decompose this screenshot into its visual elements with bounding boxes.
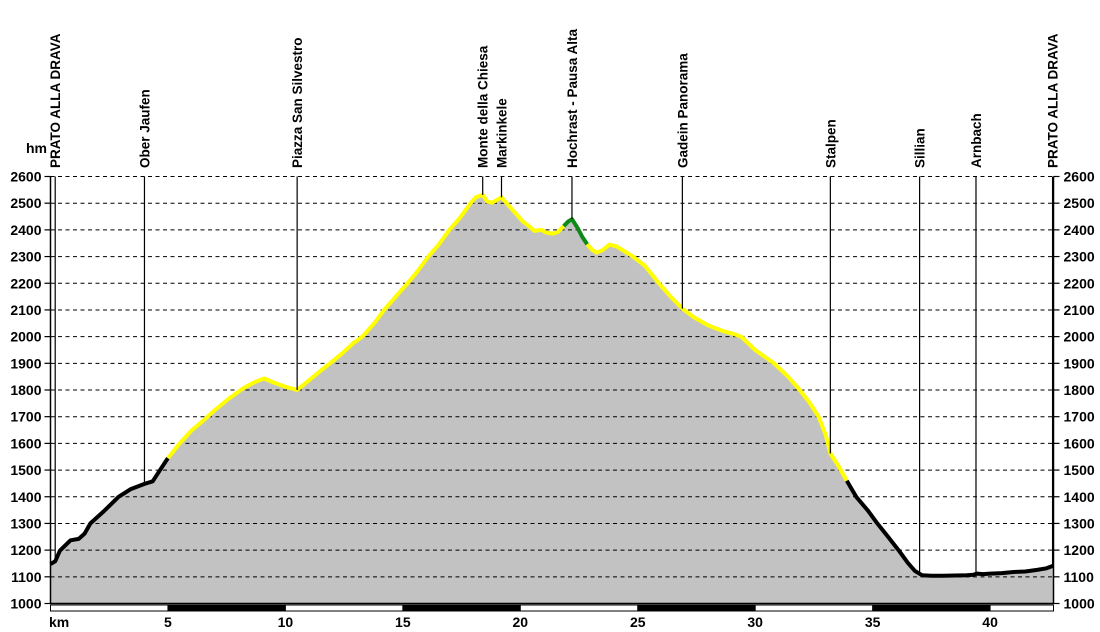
x-tick-label: 30	[747, 614, 763, 630]
trail-segment-black	[845, 479, 1055, 578]
trail-segment-yellow	[585, 242, 849, 482]
x-tick-label: 20	[513, 614, 529, 630]
waypoint-label: Monte della Chiesa	[476, 45, 491, 168]
y-tick-label-right: 1600	[1064, 435, 1095, 451]
y-tick-label-left: 1800	[10, 382, 41, 398]
x-axis-unit-label: km	[49, 614, 69, 630]
y-tick-label-left: 2200	[10, 275, 41, 291]
x-tick-label: 10	[278, 614, 294, 630]
y-tick-label-right: 1100	[1064, 569, 1095, 585]
y-tick-label-left: 1600	[10, 435, 41, 451]
x-tick-label: 40	[982, 614, 998, 630]
y-tick-label-left: 2000	[10, 329, 41, 345]
x-tick-label: 35	[865, 614, 881, 630]
waypoint-label: PRATO ALLA DRAVA	[1046, 33, 1061, 168]
y-tick-label-left: 1500	[10, 462, 41, 478]
waypoint-label: Piazza San Silvestro	[290, 37, 305, 168]
scalebar-segment-black	[402, 604, 521, 612]
y-tick-label-right: 2400	[1064, 222, 1095, 238]
scalebar-segment-black	[167, 604, 286, 612]
y-tick-label-right: 1800	[1064, 382, 1095, 398]
waypoint-label: Arnbach	[969, 113, 984, 168]
y-tick-label-left: 1400	[10, 489, 41, 505]
y-tick-label-right: 2000	[1064, 329, 1095, 345]
x-tick-label: 15	[395, 614, 411, 630]
y-tick-label-left: 2100	[10, 302, 41, 318]
y-tick-label-right: 1400	[1064, 489, 1095, 505]
y-tick-label-left: 2400	[10, 222, 41, 238]
profile-area	[50, 194, 1054, 604]
y-tick-label-right: 1200	[1064, 542, 1095, 558]
y-tick-label-right: 2300	[1064, 249, 1095, 265]
y-tick-label-left: 2500	[10, 195, 41, 211]
y-tick-label-left: 1700	[10, 409, 41, 425]
y-axis-unit-label: hm	[26, 140, 47, 156]
y-tick-label-left: 1900	[10, 355, 41, 371]
waypoint-label: Gadein Panorama	[675, 53, 690, 168]
y-tick-label-left: 1200	[10, 542, 41, 558]
y-tick-label-left: 1300	[10, 515, 41, 531]
y-tick-label-right: 1700	[1064, 409, 1095, 425]
scalebar-segment-black	[637, 604, 756, 612]
y-tick-label-left: 2600	[10, 169, 41, 185]
waypoint-label: Ober Jaufen	[137, 89, 152, 168]
y-tick-label-right: 1500	[1064, 462, 1095, 478]
trail-segment-black	[49, 456, 170, 566]
y-tick-label-right: 1000	[1064, 596, 1095, 612]
trail-segment-green	[562, 217, 589, 246]
waypoint-label: Hochrast - Pausa Alta	[565, 28, 580, 168]
scalebar-segment-black	[872, 604, 991, 612]
y-tick-label-right: 1300	[1064, 515, 1095, 531]
waypoint-label: Markinkele	[494, 98, 509, 168]
y-tick-label-left: 2300	[10, 249, 41, 265]
y-tick-label-left: 1000	[10, 596, 41, 612]
scalebar-base	[50, 604, 1054, 612]
y-tick-label-right: 2100	[1064, 302, 1095, 318]
waypoint-label: Sillian	[913, 128, 928, 168]
trail-segment-yellow	[166, 192, 566, 460]
y-tick-label-right: 2500	[1064, 195, 1095, 211]
x-tick-label: 5	[164, 614, 172, 630]
waypoint-label: Stalpen	[823, 119, 838, 168]
y-tick-label-right: 2600	[1064, 169, 1095, 185]
waypoint-label: PRATO ALLA DRAVA	[48, 33, 63, 168]
y-tick-label-left: 1100	[11, 569, 42, 585]
y-tick-label-right: 2200	[1064, 275, 1095, 291]
x-tick-label: 25	[630, 614, 646, 630]
y-tick-label-right: 1900	[1064, 355, 1095, 371]
